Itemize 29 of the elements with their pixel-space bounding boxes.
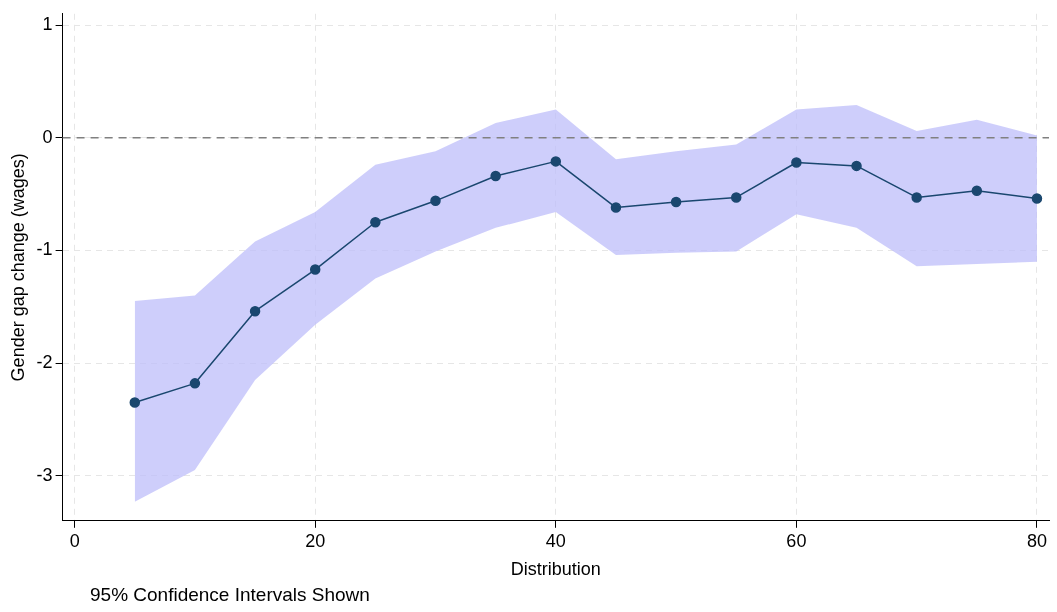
point: [911, 192, 922, 203]
point: [670, 196, 682, 208]
point: [490, 170, 501, 182]
point: [309, 264, 321, 275]
y-tick-label: 0: [42, 126, 53, 147]
y-tick-label: 1: [42, 14, 53, 35]
x-axis-title: Distribution: [510, 559, 601, 580]
point: [430, 195, 441, 207]
x-tick-label: 40: [545, 530, 566, 551]
x-tick-label: 80: [1026, 530, 1047, 551]
point: [1031, 193, 1043, 204]
point: [851, 160, 862, 172]
point: [971, 185, 983, 196]
point: [550, 156, 562, 167]
point: [791, 157, 802, 168]
point: [129, 397, 141, 408]
point: [370, 216, 381, 228]
point: [249, 305, 261, 317]
text: 95% Confidence Intervals Shown: [90, 584, 370, 606]
y-tick-label: -1: [36, 239, 53, 260]
y-tick-label: -3: [36, 464, 53, 485]
x-tick-label: 20: [305, 530, 326, 551]
point: [189, 378, 201, 389]
point: [610, 202, 622, 213]
y-axis-title: Gender gap change (wages): [7, 153, 28, 382]
y-tick-label: -2: [36, 352, 53, 373]
point: [730, 192, 742, 203]
x-tick-label: 0: [69, 530, 80, 551]
x-tick-label: 60: [786, 530, 807, 551]
